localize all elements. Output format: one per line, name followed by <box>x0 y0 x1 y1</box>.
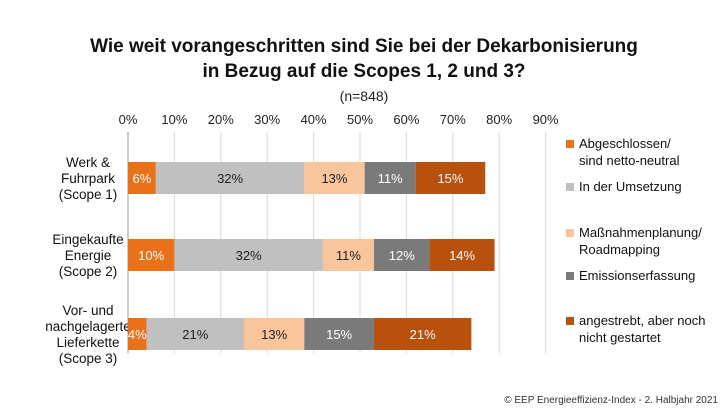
bar-segment <box>415 162 486 194</box>
data-label: 13% <box>321 171 347 186</box>
chart-title-line-2: in Bezug auf die Scopes 1, 2 und 3? <box>202 61 526 82</box>
legend-swatch <box>566 317 574 325</box>
bar-segment <box>128 239 175 271</box>
chart-subtitle: (n=848) <box>339 88 389 104</box>
data-label: 4% <box>128 327 147 342</box>
bar-segment <box>364 162 416 194</box>
category-label: Lieferkette <box>56 335 119 350</box>
category-label: Energie <box>65 248 112 263</box>
legend-swatch <box>566 183 574 191</box>
legend-swatch <box>566 229 574 237</box>
x-tick-label: 60% <box>393 112 419 127</box>
category-label: (Scope 3) <box>59 351 118 366</box>
x-tick-label: 90% <box>533 112 559 127</box>
legend-label: Abgeschlossen/ <box>579 136 671 151</box>
x-tick-label: 30% <box>254 112 280 127</box>
bar-segment <box>155 162 305 194</box>
x-tick-label: 80% <box>486 112 512 127</box>
data-label: 11% <box>378 171 403 186</box>
legend-label: sind netto-neutral <box>579 153 680 168</box>
category-label: Werk & <box>66 155 110 170</box>
x-tick-label: 20% <box>208 112 234 127</box>
source-credit: © EEP Energieeffizienz-Index - 2. Halbja… <box>504 395 718 406</box>
legend-swatch <box>566 140 574 148</box>
data-label: 32% <box>236 248 262 263</box>
data-label: 32% <box>217 171 243 186</box>
chart-title-line-1: Wie weit vorangeschritten sind Sie bei d… <box>90 36 638 57</box>
data-label: 21% <box>182 327 208 342</box>
category-label: Eingekaufte <box>52 232 123 247</box>
data-label: 6% <box>133 171 152 186</box>
legend-label: Roadmapping <box>579 242 660 257</box>
data-label: 13% <box>261 327 287 342</box>
bar-segment <box>304 318 374 350</box>
bar-segment <box>146 318 244 350</box>
bar-segment <box>373 239 430 271</box>
legend-label: nicht gestartet <box>579 330 661 345</box>
bar-segment <box>322 239 374 271</box>
bar-segment <box>304 162 365 194</box>
legend-label: In der Umsetzung <box>579 179 682 194</box>
data-label: 21% <box>410 327 436 342</box>
bar-segment <box>373 318 472 350</box>
data-label: 15% <box>437 171 463 186</box>
legend-label: angestrebt, aber noch <box>579 313 705 328</box>
bar-segment <box>128 162 156 194</box>
category-label: nachgelagerte <box>45 319 131 334</box>
category-label: (Scope 2) <box>59 264 118 279</box>
data-label: 14% <box>449 248 475 263</box>
bar-segment <box>174 239 323 271</box>
category-label: Fuhrpark <box>61 171 115 186</box>
data-label: 10% <box>138 248 164 263</box>
bar-segment <box>128 318 147 350</box>
x-tick-label: 70% <box>440 112 466 127</box>
x-tick-label: 0% <box>119 112 138 127</box>
bar-segment <box>429 239 495 271</box>
legend-label: Maßnahmenplanung/ <box>579 225 702 240</box>
legend-label: Emissionserfassung <box>579 268 695 283</box>
x-tick-label: 10% <box>161 112 187 127</box>
legend-swatch <box>566 272 574 280</box>
bar-segment <box>244 318 305 350</box>
category-label: Vor- und <box>62 303 113 318</box>
data-label: 12% <box>389 248 415 263</box>
data-label: 15% <box>326 327 352 342</box>
data-label: 11% <box>336 248 361 263</box>
x-tick-label: 40% <box>301 112 327 127</box>
category-label: (Scope 1) <box>59 187 118 202</box>
x-tick-label: 50% <box>347 112 373 127</box>
